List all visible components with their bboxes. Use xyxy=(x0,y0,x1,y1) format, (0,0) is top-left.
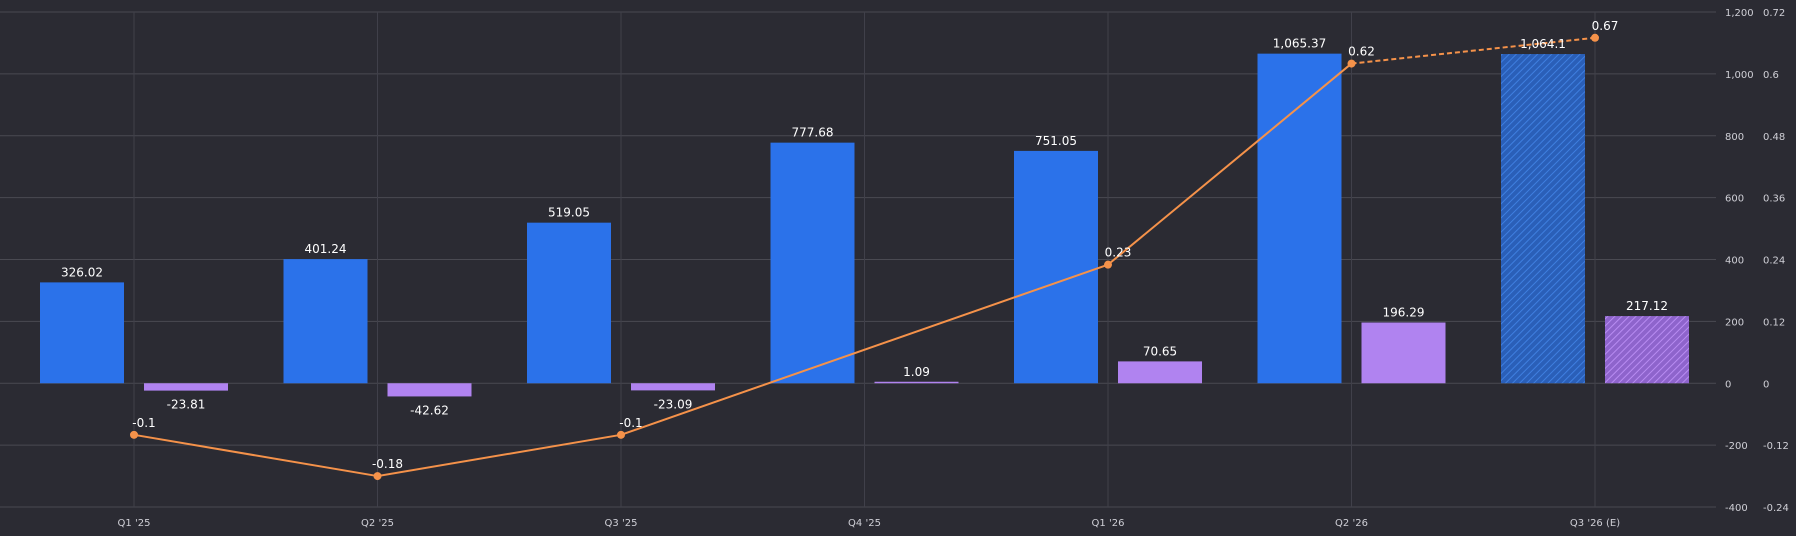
line-point xyxy=(1347,59,1356,68)
bar-series-2 xyxy=(631,383,715,391)
bar-series-2-label: 70.65 xyxy=(1143,344,1177,358)
line-segment xyxy=(133,433,378,478)
bar-series-1 xyxy=(283,259,368,384)
right-axis-tick-label: -0.12 xyxy=(1763,441,1789,452)
bar-series-1-label: 326.02 xyxy=(61,265,103,279)
left-axis-tick-label: 200 xyxy=(1725,317,1744,328)
line-point-label: 0.62 xyxy=(1348,45,1375,59)
right-axis-tick-label: -0.24 xyxy=(1763,503,1789,514)
bar-series-1 xyxy=(1014,150,1098,384)
x-axis-tick-label: Q1 '25 xyxy=(118,518,151,529)
bar-series-2 xyxy=(1605,316,1689,384)
x-axis-tick-label: Q1 '26 xyxy=(1092,518,1125,529)
bar-series-2-label: 196.29 xyxy=(1383,306,1425,320)
line-point xyxy=(130,430,138,439)
left-axis-tick-label: 1,200 xyxy=(1725,8,1754,19)
bar-series-2-label: -23.09 xyxy=(654,397,693,411)
line-point-label: -0.1 xyxy=(132,416,155,430)
bar-series-2 xyxy=(874,381,959,384)
left-axis-tick-label: 800 xyxy=(1725,132,1744,143)
right-axis-tick-label: 0.24 xyxy=(1763,256,1785,267)
left-axis-tick-label: 600 xyxy=(1725,194,1744,205)
bar-series-1 xyxy=(1257,53,1342,384)
bar-series-1-label: 1,064.1 xyxy=(1520,37,1566,51)
bar-series-1 xyxy=(770,142,855,384)
bar-series-1-label: 777.68 xyxy=(792,126,834,140)
bar-series-2 xyxy=(387,383,472,397)
right-axis-tick-label: 0.6 xyxy=(1763,70,1779,81)
line-segment xyxy=(620,263,1109,436)
right-axis-tick-label: 0.36 xyxy=(1763,194,1785,205)
bar-series-1 xyxy=(527,222,611,384)
x-axis-tick-label: Q2 '25 xyxy=(361,518,394,529)
left-axis-tick-label: -400 xyxy=(1725,503,1748,514)
line-point-label: 0.67 xyxy=(1592,19,1619,33)
line-segment xyxy=(1107,62,1353,266)
bar-series-1-label: 1,065.37 xyxy=(1273,37,1326,51)
x-axis-tick-label: Q2 '26 xyxy=(1335,518,1368,529)
right-axis-tick-label: 0 xyxy=(1763,379,1769,390)
bar-series-2 xyxy=(144,383,228,391)
line-point-label: 0.23 xyxy=(1105,246,1132,260)
bar-series-1 xyxy=(1501,54,1585,384)
line-point xyxy=(1591,33,1599,42)
bar-series-1-label: 519.05 xyxy=(548,206,590,220)
right-axis-tick-label: 0.48 xyxy=(1763,132,1785,143)
line-segment xyxy=(377,433,622,478)
bar-series-1 xyxy=(40,282,124,384)
x-axis-tick-label: Q4 '25 xyxy=(848,518,881,529)
bar-series-2 xyxy=(1361,322,1446,384)
bar-series-1-label: 401.24 xyxy=(305,242,347,256)
left-axis-tick-label: -200 xyxy=(1725,441,1748,452)
right-axis-tick-label: 0.72 xyxy=(1763,8,1785,19)
right-axis-tick-label: 0.12 xyxy=(1763,317,1785,328)
line-point xyxy=(1104,260,1112,269)
bar-series-2 xyxy=(1118,361,1202,384)
line-point xyxy=(617,430,625,439)
x-axis-tick-label: Q3 '26 (E) xyxy=(1570,518,1620,529)
x-axis-tick-label: Q3 '25 xyxy=(605,518,638,529)
line-point-label: -0.18 xyxy=(372,457,403,471)
line-point-label: -0.1 xyxy=(619,416,642,430)
bar-series-2-label: 1.09 xyxy=(903,365,930,379)
line-segment xyxy=(1351,36,1596,65)
bar-series-2-label: -23.81 xyxy=(167,398,206,412)
left-axis-tick-label: 1,000 xyxy=(1725,70,1754,81)
left-axis-tick-label: 400 xyxy=(1725,256,1744,267)
line-point xyxy=(373,472,382,481)
bar-series-2-label: 217.12 xyxy=(1626,299,1668,313)
bar-series-2-label: -42.62 xyxy=(410,403,449,417)
bar-series-1-label: 751.05 xyxy=(1035,134,1077,148)
left-axis-tick-label: 0 xyxy=(1725,379,1731,390)
